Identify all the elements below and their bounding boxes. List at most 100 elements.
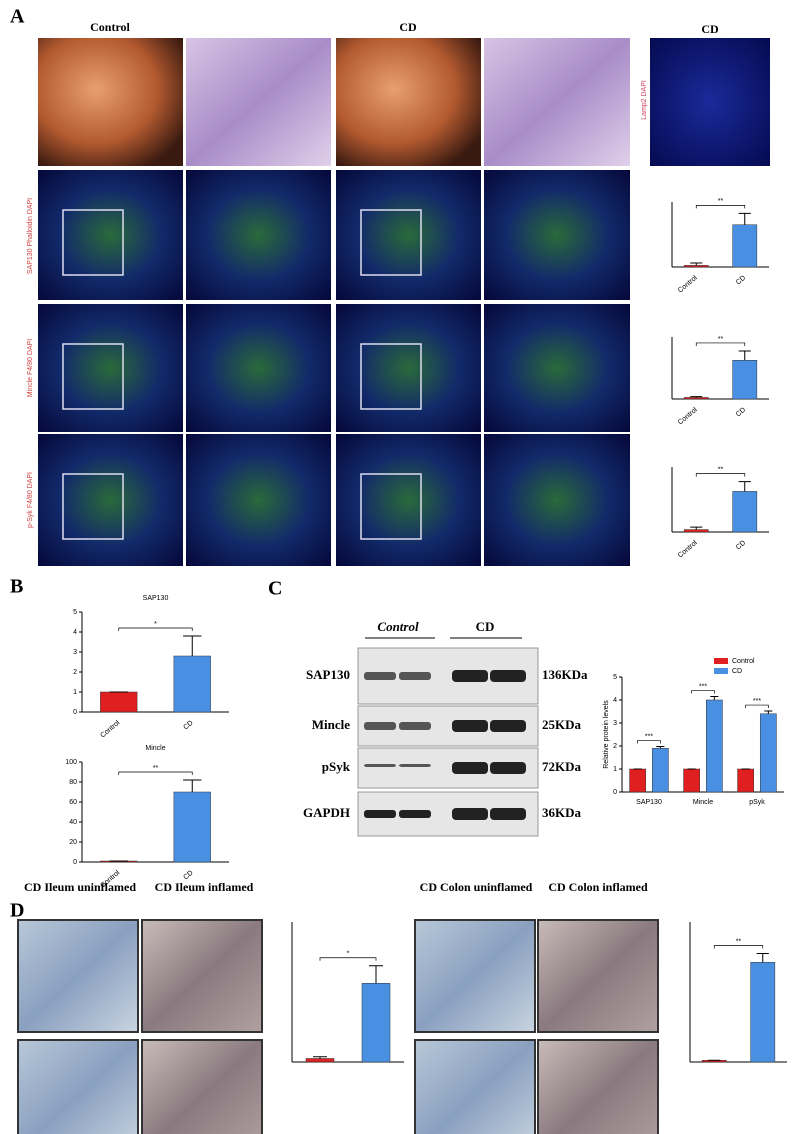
micrograph (17, 1039, 139, 1134)
band (364, 810, 396, 818)
blot-group: Control (377, 619, 419, 634)
micrograph (186, 304, 331, 432)
blot-label: SAP130 (306, 667, 350, 682)
band (364, 672, 396, 680)
image-label: CD Ileum inflamed (155, 880, 254, 894)
row-label: Mincle F4/80 DAPI (27, 339, 34, 397)
bar (759, 713, 777, 793)
bar (683, 529, 709, 533)
y-tick-label: 3 (613, 720, 617, 727)
side-label: Lamp2 DAPI (641, 80, 648, 120)
band (490, 762, 526, 774)
bar (732, 360, 758, 400)
significance-bracket (118, 771, 193, 775)
band (452, 720, 488, 732)
band (490, 720, 526, 732)
x-tick-label: CD (735, 540, 747, 552)
micrograph (141, 1039, 263, 1134)
y-tick-label: 1 (73, 689, 77, 696)
micrograph (484, 170, 630, 300)
micrograph (537, 1039, 659, 1134)
significance-label: ** (718, 466, 724, 473)
bar (173, 791, 211, 863)
blot-size: 36KDa (542, 805, 582, 820)
error-bar (313, 1056, 327, 1059)
significance-label: *** (753, 698, 761, 705)
significance-bracket (695, 342, 746, 346)
micrograph (38, 304, 183, 432)
error-bar (183, 779, 202, 792)
significance-bracket (637, 740, 661, 744)
y-tick-label: 100 (65, 759, 77, 766)
error-bar (710, 696, 719, 700)
blot-size: 136KDa (542, 667, 588, 682)
bar (651, 748, 669, 793)
significance-bracket (695, 205, 746, 209)
micrograph (336, 304, 481, 432)
y-tick-label: 0 (73, 709, 77, 716)
significance-bracket (691, 690, 715, 694)
row-label: p-Syk F4/80 DAPI (27, 472, 34, 528)
chart-title: SAP130 (143, 595, 169, 602)
y-tick-label: 5 (73, 609, 77, 616)
blot-label: Mincle (312, 717, 350, 732)
significance-label: ** (718, 198, 724, 205)
bar (732, 224, 758, 268)
band (364, 722, 396, 730)
bar (737, 768, 755, 793)
band (399, 764, 431, 767)
error-bar (690, 262, 703, 266)
y-tick-label: 0 (73, 859, 77, 866)
image-label: CD Colon inflamed (548, 880, 648, 894)
bar (750, 962, 776, 1063)
y-tick-label: 3 (73, 649, 77, 656)
blot-group: CD (476, 619, 495, 634)
chart-title: Mincle (145, 745, 165, 752)
zoom-box (62, 343, 124, 410)
bar (361, 983, 391, 1063)
x-tick-label: pSyk (749, 799, 765, 806)
image-label: CD Colon uninflamed (420, 880, 533, 894)
x-tick-label: Control (677, 539, 699, 559)
bar (629, 768, 647, 793)
significance-label: * (154, 621, 157, 628)
x-tick-label: CD (735, 275, 747, 287)
y-tick-label: 2 (73, 669, 77, 676)
legend-label: CD (732, 668, 742, 675)
blot-label: GAPDH (303, 805, 350, 820)
y-tick-label: 60 (69, 799, 77, 806)
blot-size: 25KDa (542, 717, 582, 732)
blot-label: pSyk (322, 759, 351, 774)
band (399, 722, 431, 730)
significance-label: ** (718, 336, 724, 343)
error-bar (690, 396, 703, 398)
significance-label: *** (645, 733, 653, 740)
bar (683, 265, 709, 268)
y-tick-label: 1 (613, 766, 617, 773)
x-tick-label: Mincle (693, 799, 713, 806)
x-tick-label: CD (735, 407, 747, 419)
bar (683, 768, 701, 793)
band (452, 762, 488, 774)
blot-size: 72KDa (542, 759, 582, 774)
micrograph (186, 434, 331, 566)
legend-label: Control (732, 658, 755, 665)
x-tick-label: SAP130 (636, 799, 662, 806)
panel-label: C (268, 578, 282, 600)
zoom-box (360, 209, 422, 276)
legend-swatch (714, 668, 728, 674)
row-label: SAP130 Phalloidin DAPI (27, 198, 34, 274)
x-tick-label: CD (182, 720, 194, 732)
band (490, 808, 526, 820)
micrograph (484, 304, 630, 432)
y-tick-label: 80 (69, 779, 77, 786)
y-tick-label: 4 (73, 629, 77, 636)
band (452, 808, 488, 820)
zoom-box (62, 473, 124, 540)
significance-label: ** (736, 938, 742, 945)
micrograph (484, 434, 630, 566)
significance-bracket (118, 627, 193, 631)
micrograph (186, 170, 331, 300)
bar (683, 397, 709, 400)
x-tick-label: Control (677, 406, 699, 426)
